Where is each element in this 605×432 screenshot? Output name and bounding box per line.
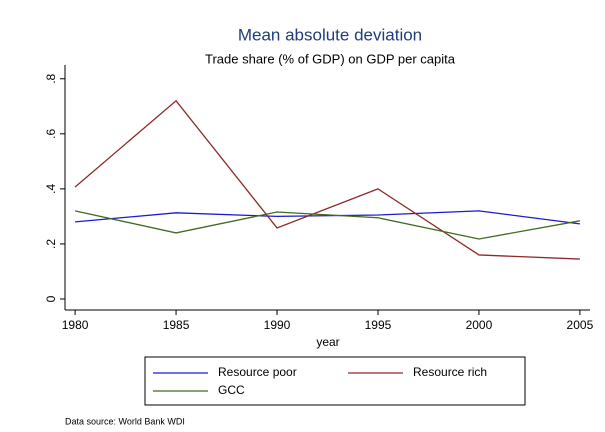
x-tick-label: 1985 (163, 318, 190, 332)
y-tick-label: 0 (44, 295, 58, 302)
chart-subtitle: Trade share (% of GDP) on GDP per capita (205, 51, 456, 66)
y-tick-label: .2 (44, 239, 58, 249)
x-tick-label: 2005 (567, 318, 594, 332)
legend-label: Resource poor (218, 365, 297, 379)
legend-label: Resource rich (413, 365, 487, 379)
x-tick-label: 1990 (264, 318, 291, 332)
line-series (75, 210, 580, 225)
source-note: Data source: World Bank WDI (65, 416, 185, 426)
x-axis-label: year (316, 335, 339, 349)
line-series (74, 99, 580, 260)
y-tick-label: .8 (44, 73, 58, 83)
legend-box (144, 356, 526, 406)
y-tick-label: .6 (44, 128, 58, 138)
chart-title: Mean absolute deviation (238, 25, 422, 44)
x-tick-label: 2000 (466, 318, 493, 332)
line-series (74, 210, 581, 240)
legend-label: GCC (218, 383, 245, 397)
y-tick-label: .4 (44, 184, 58, 194)
x-tick-label: 1980 (62, 318, 89, 332)
x-tick-label: 1995 (365, 318, 392, 332)
